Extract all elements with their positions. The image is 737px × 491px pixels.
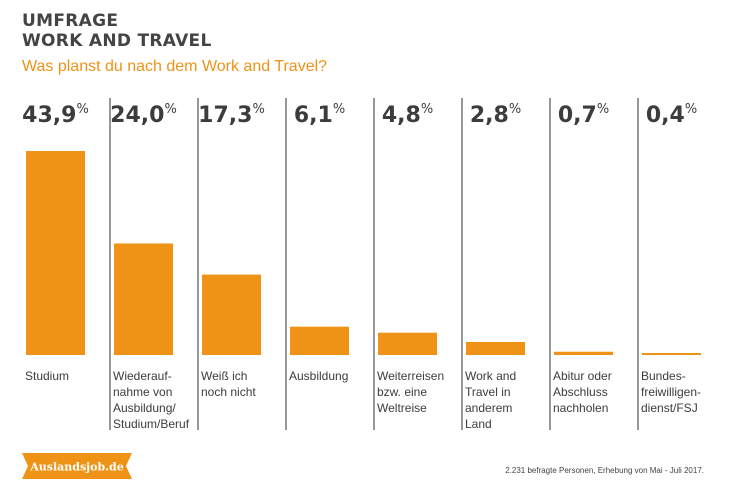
category-label: Weiterreisen bzw. eine Weltreise	[377, 369, 444, 415]
value-label: 0,7%	[558, 102, 609, 128]
category-label: Weiß ich noch nicht	[201, 369, 256, 399]
category-label: Studium	[25, 369, 69, 383]
title-line-2: WORK AND TRAVEL	[22, 31, 212, 51]
auslandsjob-logo: Auslandsjob.de	[22, 453, 132, 479]
value-label: 17,3%	[198, 102, 265, 128]
bar	[378, 332, 437, 355]
bar	[114, 243, 173, 355]
bar	[26, 151, 85, 355]
category-label: Abitur oder Abschluss nachholen	[553, 369, 612, 415]
title-line-1: UMFRAGE	[22, 11, 119, 31]
bar	[554, 351, 613, 355]
value-label: 43,9%	[22, 102, 89, 128]
category-label: Wiederauf-nahme von Ausbildung/Studium/Be…	[113, 369, 190, 431]
category-label: Ausbildung	[289, 369, 348, 383]
value-label: 4,8%	[382, 102, 433, 128]
logo-text: Auslandsjob.de	[29, 461, 123, 474]
value-label: 24,0%	[110, 102, 177, 128]
category-label: Bundes-freiwilligen-dienst/FSJ	[641, 369, 701, 415]
value-label: 0,4%	[646, 102, 697, 128]
bar	[466, 341, 525, 355]
bar	[202, 274, 261, 355]
value-label: 6,1%	[294, 102, 345, 128]
bar	[290, 326, 349, 355]
value-label: 2,8%	[470, 102, 521, 128]
bar	[642, 353, 701, 355]
footer-note: 2.231 befragte Personen, Erhebung von Ma…	[505, 466, 704, 475]
subtitle: Was planst du nach dem Work and Travel?	[22, 58, 328, 75]
category-label: Work and Travel in anderem Land	[465, 369, 516, 431]
